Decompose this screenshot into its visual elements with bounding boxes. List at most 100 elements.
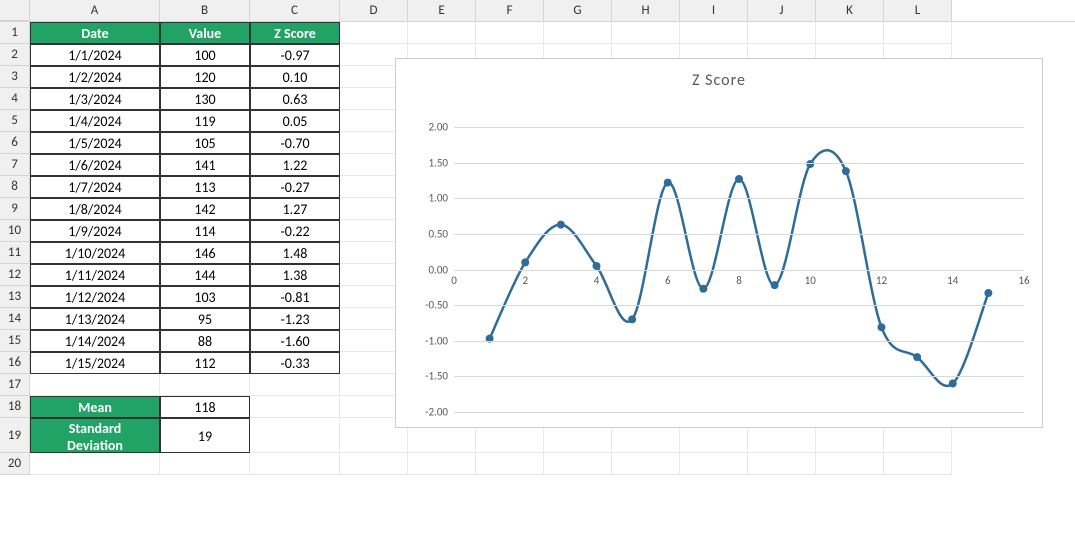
cell-A7[interactable]: 1/6/2024 [30, 154, 160, 176]
cell-B14[interactable]: 95 [160, 308, 250, 330]
cell-B13[interactable]: 103 [160, 286, 250, 308]
cell-C4[interactable]: 0.63 [250, 88, 340, 110]
col-header-E[interactable]: E [408, 0, 476, 21]
cell-B9[interactable]: 142 [160, 198, 250, 220]
cell-D1[interactable] [340, 22, 408, 44]
cell-B3[interactable]: 120 [160, 66, 250, 88]
cell-A11[interactable]: 1/10/2024 [30, 242, 160, 264]
cell-B2[interactable]: 100 [160, 44, 250, 66]
cell-F20[interactable] [476, 453, 544, 475]
cell-G1[interactable] [544, 22, 612, 44]
cell-C19[interactable] [250, 418, 340, 453]
select-all-corner[interactable] [0, 0, 30, 21]
cell-B6[interactable]: 105 [160, 132, 250, 154]
cell-A15[interactable]: 1/14/2024 [30, 330, 160, 352]
row-header-11[interactable]: 11 [0, 242, 30, 264]
cell-B1[interactable]: Value [160, 22, 250, 44]
cell-B16[interactable]: 112 [160, 352, 250, 374]
cell-A4[interactable]: 1/3/2024 [30, 88, 160, 110]
row-header-14[interactable]: 14 [0, 308, 30, 330]
cell-A19[interactable]: StandardDeviation [30, 418, 160, 453]
row-header-13[interactable]: 13 [0, 286, 30, 308]
cell-C9[interactable]: 1.27 [250, 198, 340, 220]
cell-B15[interactable]: 88 [160, 330, 250, 352]
cell-C13[interactable]: -0.81 [250, 286, 340, 308]
cell-C12[interactable]: 1.38 [250, 264, 340, 286]
cell-C5[interactable]: 0.05 [250, 110, 340, 132]
cell-H20[interactable] [612, 453, 680, 475]
cell-A14[interactable]: 1/13/2024 [30, 308, 160, 330]
cell-L1[interactable] [884, 22, 952, 44]
cell-A13[interactable]: 1/12/2024 [30, 286, 160, 308]
cell-B19[interactable]: 19 [160, 418, 250, 453]
col-header-B[interactable]: B [160, 0, 250, 21]
cell-J20[interactable] [748, 453, 816, 475]
cell-I20[interactable] [680, 453, 748, 475]
cell-B20[interactable] [160, 453, 250, 475]
row-header-2[interactable]: 2 [0, 44, 30, 66]
cell-A3[interactable]: 1/2/2024 [30, 66, 160, 88]
cell-B4[interactable]: 130 [160, 88, 250, 110]
cell-E20[interactable] [408, 453, 476, 475]
cell-A16[interactable]: 1/15/2024 [30, 352, 160, 374]
cell-B5[interactable]: 119 [160, 110, 250, 132]
cell-C3[interactable]: 0.10 [250, 66, 340, 88]
cell-A17[interactable] [30, 374, 160, 396]
row-header-4[interactable]: 4 [0, 88, 30, 110]
cell-A12[interactable]: 1/11/2024 [30, 264, 160, 286]
row-header-6[interactable]: 6 [0, 132, 30, 154]
cell-K20[interactable] [816, 453, 884, 475]
row-header-1[interactable]: 1 [0, 22, 30, 44]
cell-C18[interactable] [250, 396, 340, 418]
cell-B17[interactable] [160, 374, 250, 396]
col-header-C[interactable]: C [250, 0, 340, 21]
cell-K1[interactable] [816, 22, 884, 44]
col-header-A[interactable]: A [30, 0, 160, 21]
cell-L20[interactable] [884, 453, 952, 475]
row-header-20[interactable]: 20 [0, 453, 30, 475]
cell-C11[interactable]: 1.48 [250, 242, 340, 264]
cell-B12[interactable]: 144 [160, 264, 250, 286]
col-header-G[interactable]: G [544, 0, 612, 21]
row-header-3[interactable]: 3 [0, 66, 30, 88]
row-header-8[interactable]: 8 [0, 176, 30, 198]
cell-A18[interactable]: Mean [30, 396, 160, 418]
cell-E1[interactable] [408, 22, 476, 44]
row-header-10[interactable]: 10 [0, 220, 30, 242]
cell-D20[interactable] [340, 453, 408, 475]
cell-C8[interactable]: -0.27 [250, 176, 340, 198]
cell-H1[interactable] [612, 22, 680, 44]
chart-container[interactable]: Z Score -2.00-1.50-1.00-0.500.000.501.00… [395, 58, 1043, 428]
row-header-9[interactable]: 9 [0, 198, 30, 220]
cell-B8[interactable]: 113 [160, 176, 250, 198]
col-header-J[interactable]: J [748, 0, 816, 21]
cell-I1[interactable] [680, 22, 748, 44]
col-header-K[interactable]: K [816, 0, 884, 21]
cell-C10[interactable]: -0.22 [250, 220, 340, 242]
cell-C6[interactable]: -0.70 [250, 132, 340, 154]
cell-C16[interactable]: -0.33 [250, 352, 340, 374]
col-header-I[interactable]: I [680, 0, 748, 21]
cell-A8[interactable]: 1/7/2024 [30, 176, 160, 198]
cell-A5[interactable]: 1/4/2024 [30, 110, 160, 132]
cell-G20[interactable] [544, 453, 612, 475]
cell-C14[interactable]: -1.23 [250, 308, 340, 330]
cell-C17[interactable] [250, 374, 340, 396]
cell-A6[interactable]: 1/5/2024 [30, 132, 160, 154]
cell-C20[interactable] [250, 453, 340, 475]
row-header-5[interactable]: 5 [0, 110, 30, 132]
cell-C1[interactable]: Z Score [250, 22, 340, 44]
col-header-F[interactable]: F [476, 0, 544, 21]
row-header-19[interactable]: 19 [0, 418, 30, 453]
col-header-H[interactable]: H [612, 0, 680, 21]
row-header-12[interactable]: 12 [0, 264, 30, 286]
row-header-18[interactable]: 18 [0, 396, 30, 418]
cell-B18[interactable]: 118 [160, 396, 250, 418]
cell-C7[interactable]: 1.22 [250, 154, 340, 176]
cell-A2[interactable]: 1/1/2024 [30, 44, 160, 66]
cell-B10[interactable]: 114 [160, 220, 250, 242]
cell-C2[interactable]: -0.97 [250, 44, 340, 66]
row-header-16[interactable]: 16 [0, 352, 30, 374]
row-header-7[interactable]: 7 [0, 154, 30, 176]
cell-A10[interactable]: 1/9/2024 [30, 220, 160, 242]
